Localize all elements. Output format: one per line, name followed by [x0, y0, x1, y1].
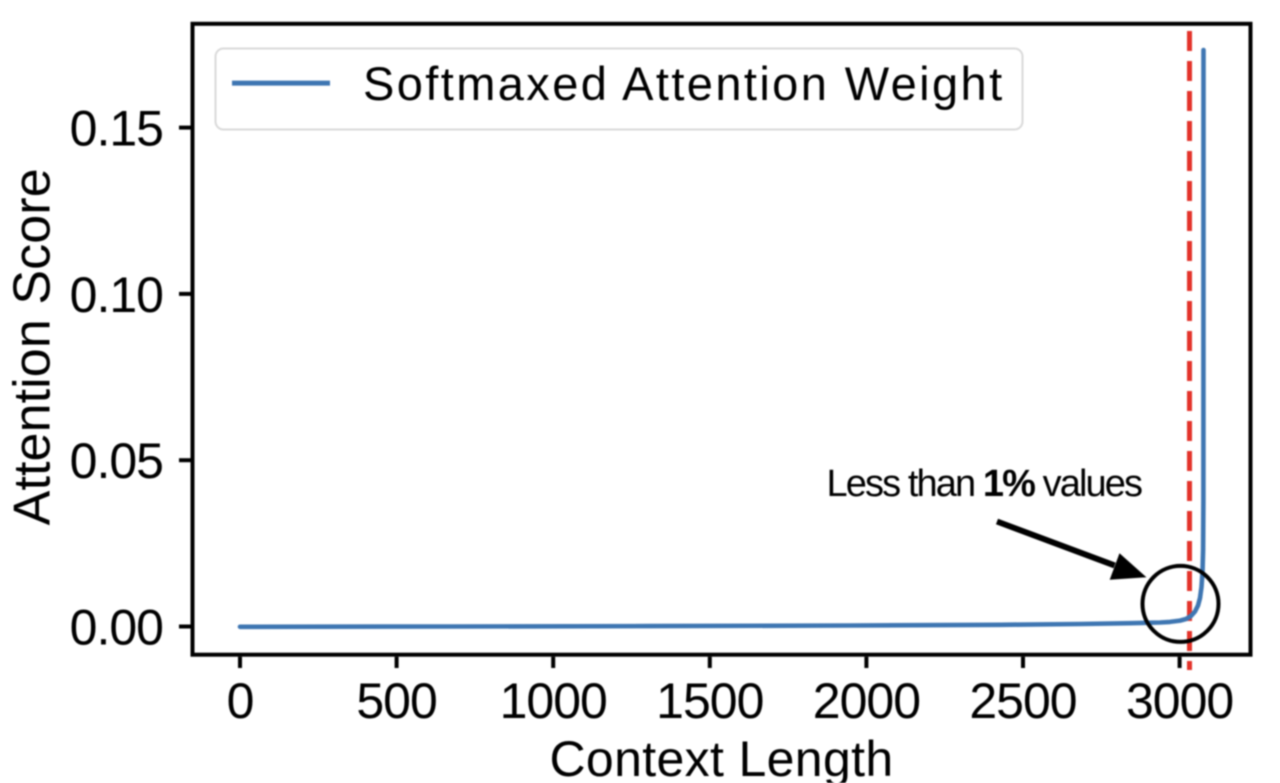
- svg-text:2500: 2500: [969, 673, 1076, 729]
- svg-text:3000: 3000: [1126, 673, 1233, 729]
- svg-text:0: 0: [227, 673, 254, 729]
- svg-text:0.05: 0.05: [70, 433, 163, 489]
- svg-text:Less than 1% values: Less than 1% values: [827, 463, 1142, 505]
- svg-text:1000: 1000: [500, 673, 607, 729]
- svg-text:0.15: 0.15: [70, 101, 163, 157]
- svg-text:Context Length: Context Length: [549, 731, 893, 783]
- svg-text:Softmaxed Attention Weight: Softmaxed Attention Weight: [363, 57, 1005, 110]
- svg-text:2000: 2000: [813, 673, 920, 729]
- svg-text:500: 500: [356, 673, 436, 729]
- svg-text:1500: 1500: [656, 673, 763, 729]
- svg-text:0.00: 0.00: [70, 599, 163, 655]
- svg-text:0.10: 0.10: [70, 267, 163, 323]
- svg-text:Attention Score: Attention Score: [4, 168, 62, 525]
